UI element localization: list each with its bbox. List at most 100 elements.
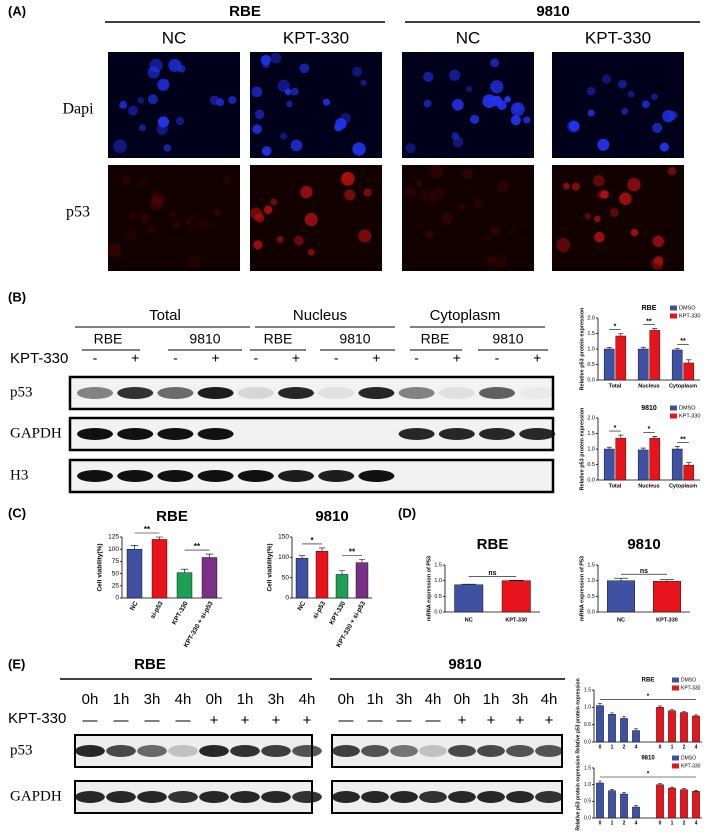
error-bar — [682, 788, 686, 790]
significance-label: ** — [144, 525, 151, 534]
cell-nucleus — [618, 79, 627, 89]
time-label: 1h — [367, 691, 384, 708]
band — [361, 791, 389, 803]
band — [318, 387, 355, 399]
treatment-sign: — — [368, 712, 383, 729]
band — [77, 387, 113, 399]
x-tick-label: NC — [296, 600, 307, 612]
x-tick-label: 4 — [635, 744, 638, 750]
cell-nucleus — [290, 87, 299, 96]
cell-nucleus — [587, 109, 595, 117]
cell-nucleus — [284, 88, 292, 96]
significance-label: ns — [640, 568, 648, 575]
cell-nucleus — [627, 178, 641, 192]
bar — [608, 714, 616, 743]
error-bar — [686, 359, 692, 363]
cell-nucleus — [652, 235, 664, 247]
y-tick-label: 0.5 — [587, 362, 595, 368]
bar — [315, 551, 329, 599]
band — [506, 791, 534, 803]
band — [332, 791, 360, 803]
cell-line-label: RBE — [264, 331, 293, 347]
error-bar — [694, 714, 698, 716]
group-label: 9810 — [448, 656, 481, 673]
treatment-sign: — — [114, 712, 129, 729]
cell-nucleus — [128, 105, 138, 116]
band — [106, 745, 136, 757]
band — [390, 745, 418, 757]
band — [479, 387, 515, 399]
cell-nucleus — [149, 58, 163, 73]
treatment-sign: — — [397, 712, 412, 729]
cell-nucleus — [650, 93, 658, 101]
bar — [637, 348, 649, 381]
error-bar — [674, 348, 680, 350]
cell-nucleus — [597, 190, 606, 199]
bar — [201, 557, 218, 599]
x-tick-label: 2 — [623, 744, 626, 750]
y-tick-label: 1.5 — [587, 562, 595, 568]
band — [261, 791, 291, 803]
y-tick-label: 0.0 — [584, 739, 591, 745]
error-bar — [130, 544, 139, 550]
cell-nucleus — [184, 218, 191, 226]
bar — [680, 712, 688, 743]
cell-nucleus — [187, 254, 201, 268]
cell-nucleus — [360, 79, 367, 86]
bar — [620, 793, 628, 819]
bar — [668, 710, 676, 743]
error-bar — [694, 790, 698, 792]
time-label: 0h — [206, 691, 223, 708]
cell-nucleus — [147, 225, 155, 233]
cell-nucleus — [270, 198, 278, 206]
treatment-sign: - — [334, 350, 339, 366]
band — [438, 387, 475, 399]
cell-nucleus — [263, 205, 273, 215]
time-label: 0h — [338, 691, 355, 708]
x-tick-label: 1 — [611, 744, 614, 750]
cell-nucleus — [659, 142, 669, 152]
x-tick-label: 2 — [683, 820, 686, 826]
y-tick-label: 0.5 — [434, 594, 442, 600]
micrograph — [108, 165, 240, 271]
x-tick-label: KPT-330 — [171, 600, 190, 626]
treatment-sign: - — [93, 350, 98, 366]
band — [197, 470, 234, 482]
cell-nucleus — [157, 78, 170, 91]
significance-label: * — [647, 771, 650, 778]
x-tick-label: 2 — [623, 820, 626, 826]
cell-nucleus — [429, 164, 444, 179]
legend-swatch — [672, 677, 679, 683]
bar — [295, 557, 309, 599]
bar — [615, 437, 627, 481]
cell-nucleus — [125, 229, 138, 241]
band — [157, 428, 194, 440]
time-label: 4h — [175, 691, 192, 708]
x-tick-label: KPT-330 — [328, 600, 347, 626]
blot-row-label: H3 — [10, 467, 28, 483]
error-bar — [652, 328, 658, 331]
cell-nucleus — [119, 100, 128, 109]
x-tick-label: 1 — [611, 820, 614, 826]
y-tick-label: 0 — [115, 595, 119, 602]
cell-nucleus — [113, 139, 127, 154]
treatment-sign: + — [545, 712, 554, 729]
cell-nucleus — [627, 90, 635, 98]
significance-label: * — [310, 536, 314, 545]
y-tick-label: 0.5 — [587, 594, 595, 600]
x-tick-label: Nucleus — [638, 483, 659, 489]
cell-nucleus — [137, 96, 145, 104]
panel-label: (E) — [8, 656, 25, 671]
y-tick-label: 100 — [108, 546, 119, 553]
cell-nucleus — [290, 139, 303, 152]
micrograph — [552, 52, 684, 158]
legend-label: KPT-330 — [679, 413, 700, 419]
cell-nucleus — [276, 236, 284, 243]
micrograph — [552, 165, 684, 271]
cell-nucleus — [228, 95, 237, 104]
band — [292, 745, 322, 757]
treatment-sign: - — [495, 350, 500, 366]
x-tick-label: 0 — [599, 820, 602, 826]
band — [77, 470, 113, 482]
bar — [176, 572, 193, 599]
